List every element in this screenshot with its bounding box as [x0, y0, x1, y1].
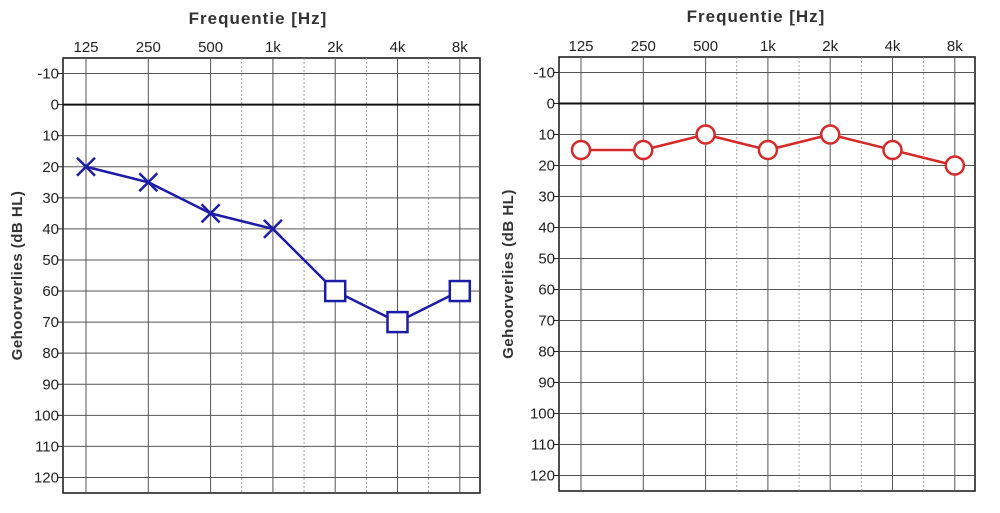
y-tick-label: 70: [538, 313, 555, 330]
x-tick-label: 125: [568, 38, 593, 55]
data-point-square-marker: [386, 310, 409, 334]
chart-title: Frequentie [Hz]: [687, 7, 826, 26]
y-tick-label: 30: [538, 189, 555, 206]
y-tick-label: 0: [51, 97, 59, 114]
y-tick-label: 0: [547, 96, 555, 113]
y-axis-label: Gehoorverlies (dB HL): [500, 189, 517, 359]
data-point-square-marker: [323, 279, 347, 303]
plot-border: [558, 56, 976, 492]
plot-border: [62, 57, 481, 494]
data-point-circle-marker: [757, 139, 779, 161]
y-tick-label: 40: [538, 220, 555, 237]
y-tick-label: 10: [42, 128, 59, 145]
audiogram-chart-right: Frequentie [Hz] Gehoorverlies (dB HL) 125 2…: [500, 7, 976, 492]
x-tick-label: 4k: [390, 39, 406, 56]
data-point-circle-marker: [695, 124, 716, 145]
y-tick-label: 120: [530, 468, 555, 485]
y-tick-label: 50: [538, 251, 555, 268]
x-tick-label: 250: [631, 38, 656, 55]
y-tick-label: 70: [42, 314, 59, 331]
data-point-circle-marker: [633, 139, 654, 161]
x-marker-stroke: [76, 156, 96, 177]
x-tick-label: 1k: [265, 39, 281, 56]
y-tick-label: -10: [533, 65, 555, 82]
y-tick-label: 50: [42, 252, 59, 269]
x-tick-label: 4k: [885, 38, 901, 55]
data-point-circle-marker: [819, 124, 841, 145]
y-tick-label: 100: [34, 407, 59, 424]
x-tick-label: 125: [73, 39, 98, 56]
chart-title: Frequentie [Hz]: [189, 9, 328, 28]
y-tick-label: 40: [42, 221, 59, 238]
y-tick-label: 90: [538, 375, 555, 392]
y-tick-label: 80: [538, 344, 555, 361]
audiogram-chart-left: Frequentie [Hz] Gehoorverlies (dB HL) 125 2…: [9, 9, 481, 494]
x-marker-stroke: [263, 219, 283, 239]
data-point-x-marker: [263, 219, 283, 239]
y-tick-label: 90: [42, 376, 59, 393]
y-tick-label: 30: [42, 190, 59, 207]
x-tick-label: 1k: [760, 38, 776, 55]
x-tick-label: 2k: [822, 38, 838, 55]
y-tick-label: 60: [538, 282, 555, 299]
y-tick-label: 80: [42, 345, 59, 362]
data-point-square-marker: [448, 279, 472, 303]
y-tick-label: 120: [34, 469, 59, 486]
data-point-circle-marker: [944, 155, 966, 176]
data-point-circle-marker: [570, 139, 592, 161]
x-tick-label: 8k: [452, 39, 468, 56]
data-point-x-marker: [138, 172, 159, 193]
y-tick-label: 110: [531, 437, 555, 454]
y-tick-label: 110: [35, 438, 59, 455]
x-tick-label: 2k: [327, 39, 343, 56]
data-point-x-marker: [76, 156, 96, 177]
y-tick-label: 20: [42, 159, 59, 176]
y-axis-label: Gehoorverlies (dB HL): [9, 191, 26, 361]
x-tick-label: 500: [693, 38, 718, 55]
y-tick-label: 60: [42, 283, 59, 300]
x-tick-label: 250: [136, 39, 161, 56]
y-tick-label: -10: [37, 66, 59, 83]
x-tick-label: 8k: [947, 38, 963, 55]
y-tick-label: 10: [538, 127, 555, 144]
data-point-circle-marker: [882, 139, 903, 161]
y-tick-label: 100: [530, 406, 555, 423]
data-point-x-marker: [200, 203, 221, 224]
x-marker-stroke: [200, 203, 221, 224]
x-tick-label: 500: [198, 39, 223, 56]
y-tick-label: 20: [538, 158, 555, 175]
x-marker-stroke: [138, 172, 159, 193]
